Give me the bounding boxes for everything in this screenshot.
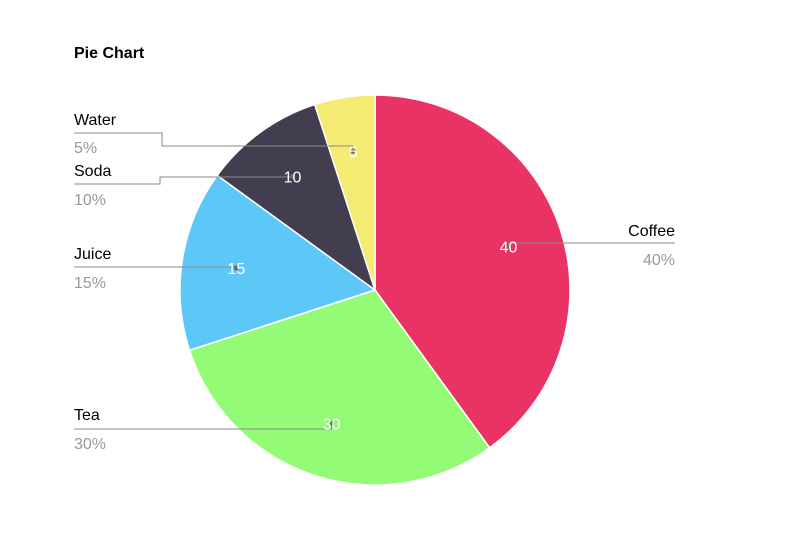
pie-slice-soda	[216, 103, 377, 292]
legend-label-water: Water	[74, 112, 117, 129]
percent-label-tea: 30%	[74, 436, 106, 453]
pie-slice-water	[313, 94, 376, 291]
leader-dot-soda	[289, 173, 295, 179]
pie-slice-coffee	[374, 94, 571, 449]
leader-line-water	[74, 132, 354, 152]
value-label-juice: 15	[227, 261, 245, 278]
leader-dot-tea	[329, 421, 335, 427]
percent-label-coffee: 40%	[643, 252, 675, 269]
percent-label-soda: 10%	[74, 192, 106, 209]
percent-label-juice: 15%	[74, 275, 106, 292]
legend-label-tea: Tea	[74, 407, 100, 424]
leader-dot-coffee	[506, 244, 512, 250]
pie-slice-tea	[188, 289, 491, 486]
chart-title: Pie Chart	[74, 45, 145, 62]
leader-dot-water	[350, 148, 356, 154]
leader-dot-juice	[233, 265, 239, 271]
value-label-water: 5	[349, 144, 358, 161]
value-label-soda: 10	[284, 169, 302, 186]
value-label-coffee: 40	[500, 240, 518, 257]
legend-label-soda: Soda	[74, 163, 111, 180]
percent-label-water: 5%	[74, 140, 97, 157]
value-label-tea: 30	[323, 417, 341, 434]
legend-label-coffee: Coffee	[628, 223, 675, 240]
legend-label-juice: Juice	[74, 246, 111, 263]
pie-slice-juice	[179, 174, 377, 352]
